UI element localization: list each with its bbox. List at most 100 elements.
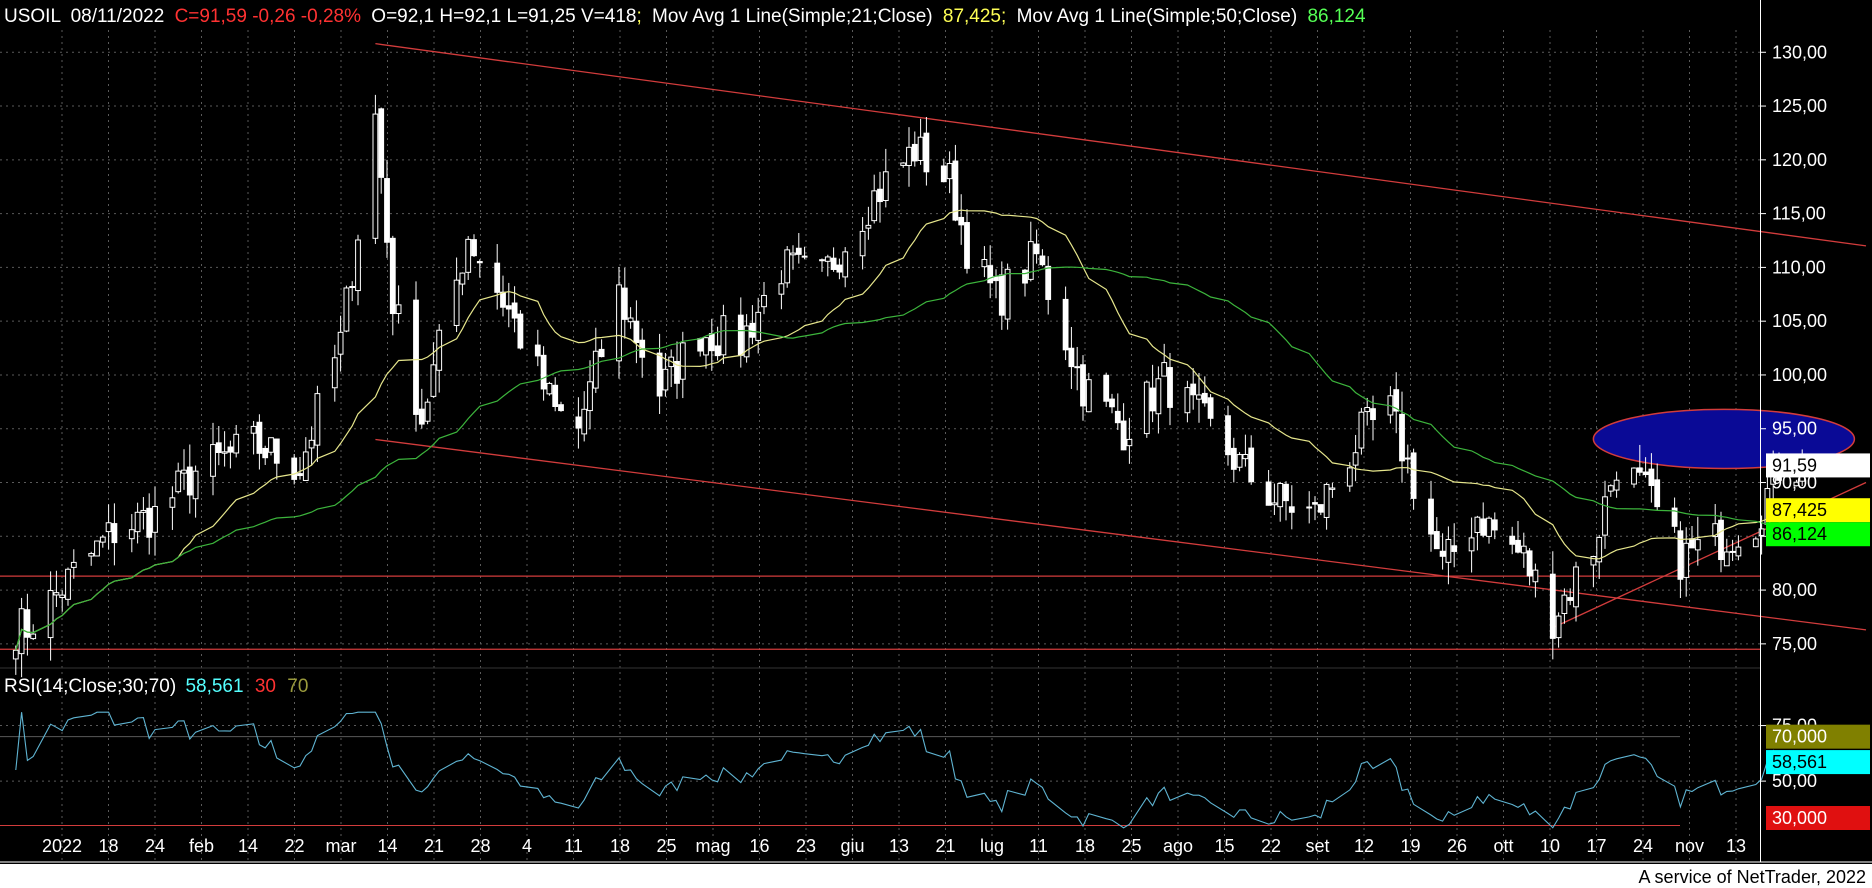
candle-down [708, 333, 715, 352]
candle-up [871, 190, 878, 222]
candle-down [1062, 298, 1069, 351]
candle-down [215, 442, 222, 453]
candle-down [1068, 347, 1075, 368]
candle-down [998, 274, 1005, 316]
time-tick-label: 13 [889, 836, 909, 856]
candle-up [343, 287, 350, 332]
footer-credit: A service of NetTrader, 2022 [1639, 867, 1866, 887]
ohlcv-label: O=92,1 H=92,1 L=91,25 V=418 [371, 6, 636, 27]
candle-up [65, 568, 71, 600]
candle-up [152, 505, 158, 533]
candle-down [1225, 415, 1231, 456]
candle-down [1410, 452, 1417, 499]
candle-up [1683, 542, 1690, 578]
candle-down [273, 438, 280, 464]
time-tick-label: ago [1163, 836, 1193, 856]
candle-up [12, 649, 19, 660]
candle-up [128, 529, 135, 540]
candle-down [1433, 531, 1440, 550]
time-tick-label: 13 [1726, 836, 1746, 856]
candle-down [877, 188, 883, 203]
rsi-high: 70 [287, 676, 308, 697]
ma21-line [15, 209, 1803, 651]
candle-up [592, 350, 599, 389]
candle-up [355, 239, 361, 292]
candle-down [1288, 506, 1295, 513]
candle-up [917, 136, 924, 161]
candle-up [1126, 438, 1133, 447]
candle-up [1607, 485, 1614, 492]
candle-down [297, 473, 303, 477]
candle-up [761, 294, 767, 308]
candle-up [94, 540, 100, 557]
candle-up [430, 364, 437, 397]
candle-up [859, 230, 866, 257]
candle-up [1364, 406, 1371, 413]
time-tick-label: 19 [1400, 836, 1420, 856]
candle-down [1439, 550, 1446, 557]
candle-down [540, 354, 547, 390]
candlestick-series [12, 94, 1806, 678]
candle-down [1207, 397, 1214, 419]
candle-up [1358, 411, 1365, 449]
candle-up [302, 451, 309, 481]
candle-down [633, 320, 640, 344]
candle-down [1312, 502, 1318, 505]
candle-down [1167, 367, 1173, 408]
time-tick-label: 10 [1540, 836, 1560, 856]
candle-down [598, 348, 605, 358]
ma21-label: Mov Avg 1 Line(Simple;21;Close) [652, 6, 933, 27]
time-tick-label: 22 [1261, 836, 1281, 856]
candle-up [662, 368, 669, 391]
candle-down [964, 222, 970, 269]
rsi-tag-0-bg [1766, 724, 1870, 749]
time-tick-label: 11 [1029, 836, 1048, 856]
price-tick-label: 110,00 [1772, 257, 1826, 277]
candle-up [453, 279, 460, 326]
price-tick-label: 115,00 [1772, 204, 1826, 224]
rsi-value: 58,561 [185, 676, 243, 697]
candle-up [1155, 378, 1162, 415]
candle-up [1532, 569, 1539, 583]
candle-down [389, 237, 396, 315]
candle-down [1451, 545, 1458, 552]
candle-down [1080, 364, 1086, 407]
candle-up [900, 162, 907, 166]
ma50-label: Mov Avg 1 Line(Simple;50;Close) [1017, 6, 1298, 27]
candle-down [1399, 413, 1405, 462]
time-tick-label: mar [326, 836, 357, 856]
candle-up [175, 470, 182, 493]
candle-up [865, 224, 872, 229]
candle-up [210, 444, 216, 477]
candle-up [1694, 539, 1701, 551]
candle-down [1393, 389, 1400, 412]
candle-up [616, 284, 622, 362]
candle-up [1352, 452, 1359, 466]
candle-down [1045, 265, 1052, 300]
candle-down [1190, 383, 1197, 396]
candle-up [221, 451, 228, 454]
candle-up [679, 342, 686, 380]
candle-up [703, 337, 709, 356]
candle-up [134, 511, 141, 533]
candle-down [186, 466, 193, 496]
date-label: 08/11/2022 [71, 6, 165, 27]
candle-up [47, 589, 54, 639]
price-tick-label: 75,00 [1772, 634, 1817, 654]
candle-down [1103, 374, 1110, 402]
candle-up [308, 439, 315, 449]
candle-up [181, 469, 187, 474]
candle-down [384, 178, 390, 243]
candle-down [418, 408, 425, 425]
candle-up [1242, 453, 1249, 460]
candle-down [1230, 447, 1237, 470]
candle-up [1590, 556, 1597, 566]
candle-up [1602, 496, 1608, 536]
candle-down [1642, 471, 1649, 476]
time-tick-label: mag [695, 836, 730, 856]
price-tick-label: 125,00 [1772, 96, 1827, 116]
candle-down [836, 264, 843, 273]
candle-up [587, 381, 593, 412]
candle-down [958, 216, 965, 226]
candle-up [169, 497, 176, 508]
